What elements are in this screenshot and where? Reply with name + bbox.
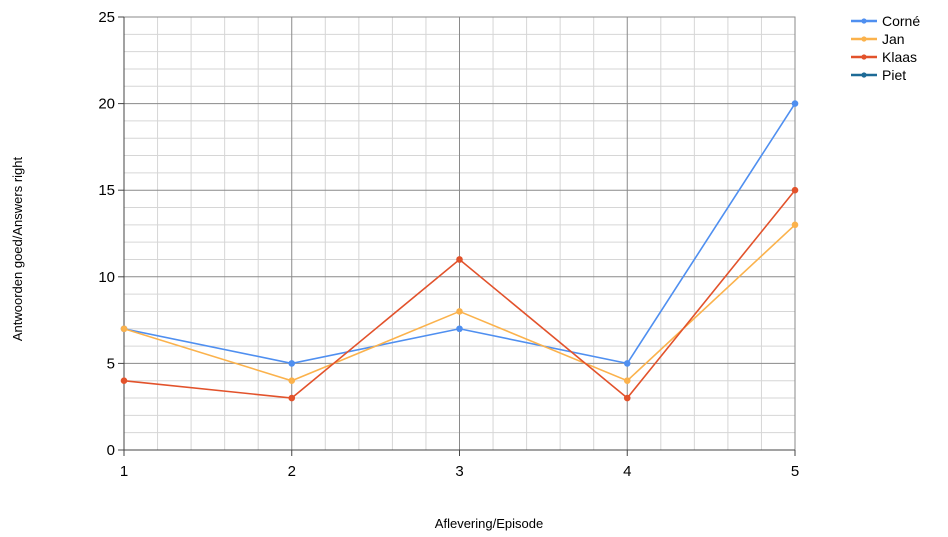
data-point	[456, 256, 463, 263]
legend: Corné Jan Klaas Piet	[851, 13, 920, 83]
legend-label: Klaas	[882, 49, 917, 65]
y-tick-label: 15	[98, 182, 115, 199]
legend-item: Jan	[851, 31, 905, 47]
legend-marker	[861, 72, 867, 78]
series-klaas	[120, 186, 799, 402]
data-point	[120, 325, 128, 333]
y-tick-label: 25	[98, 9, 115, 26]
x-tick-label: 3	[455, 463, 463, 480]
data-point	[623, 394, 631, 402]
data-point	[120, 377, 128, 385]
data-point	[623, 377, 631, 385]
legend-marker	[861, 18, 867, 24]
data-point	[288, 377, 296, 385]
data-point	[791, 186, 799, 194]
legend-item: Klaas	[851, 49, 917, 65]
legend-marker	[861, 36, 867, 42]
legend-label: Jan	[882, 31, 905, 47]
y-tick-label: 0	[107, 442, 115, 459]
legend-item: Piet	[851, 67, 906, 83]
legend-item: Corné	[851, 13, 920, 29]
axis-ticks: 0 5 10 15 20 25 1 2 3 4 5	[98, 9, 799, 480]
series-layer	[120, 100, 799, 402]
legend-label: Piet	[882, 67, 906, 83]
x-tick-label: 5	[791, 463, 799, 480]
data-point	[288, 394, 296, 402]
y-tick-label: 10	[98, 269, 115, 286]
legend-label: Corné	[882, 13, 920, 29]
x-axis-title: Aflevering/Episode	[435, 516, 543, 531]
data-point	[456, 308, 463, 315]
data-point	[791, 100, 799, 107]
legend-marker	[861, 54, 867, 60]
data-point	[791, 221, 799, 229]
data-point	[288, 360, 296, 367]
y-tick-label: 20	[98, 96, 115, 113]
y-tick-label: 5	[107, 355, 115, 372]
x-tick-label: 4	[623, 463, 631, 480]
data-point	[623, 360, 631, 367]
x-tick-label: 1	[120, 463, 128, 480]
y-axis-title: Antwoorden goed/Answers right	[10, 156, 25, 341]
x-tick-label: 2	[288, 463, 296, 480]
data-point	[456, 325, 463, 333]
